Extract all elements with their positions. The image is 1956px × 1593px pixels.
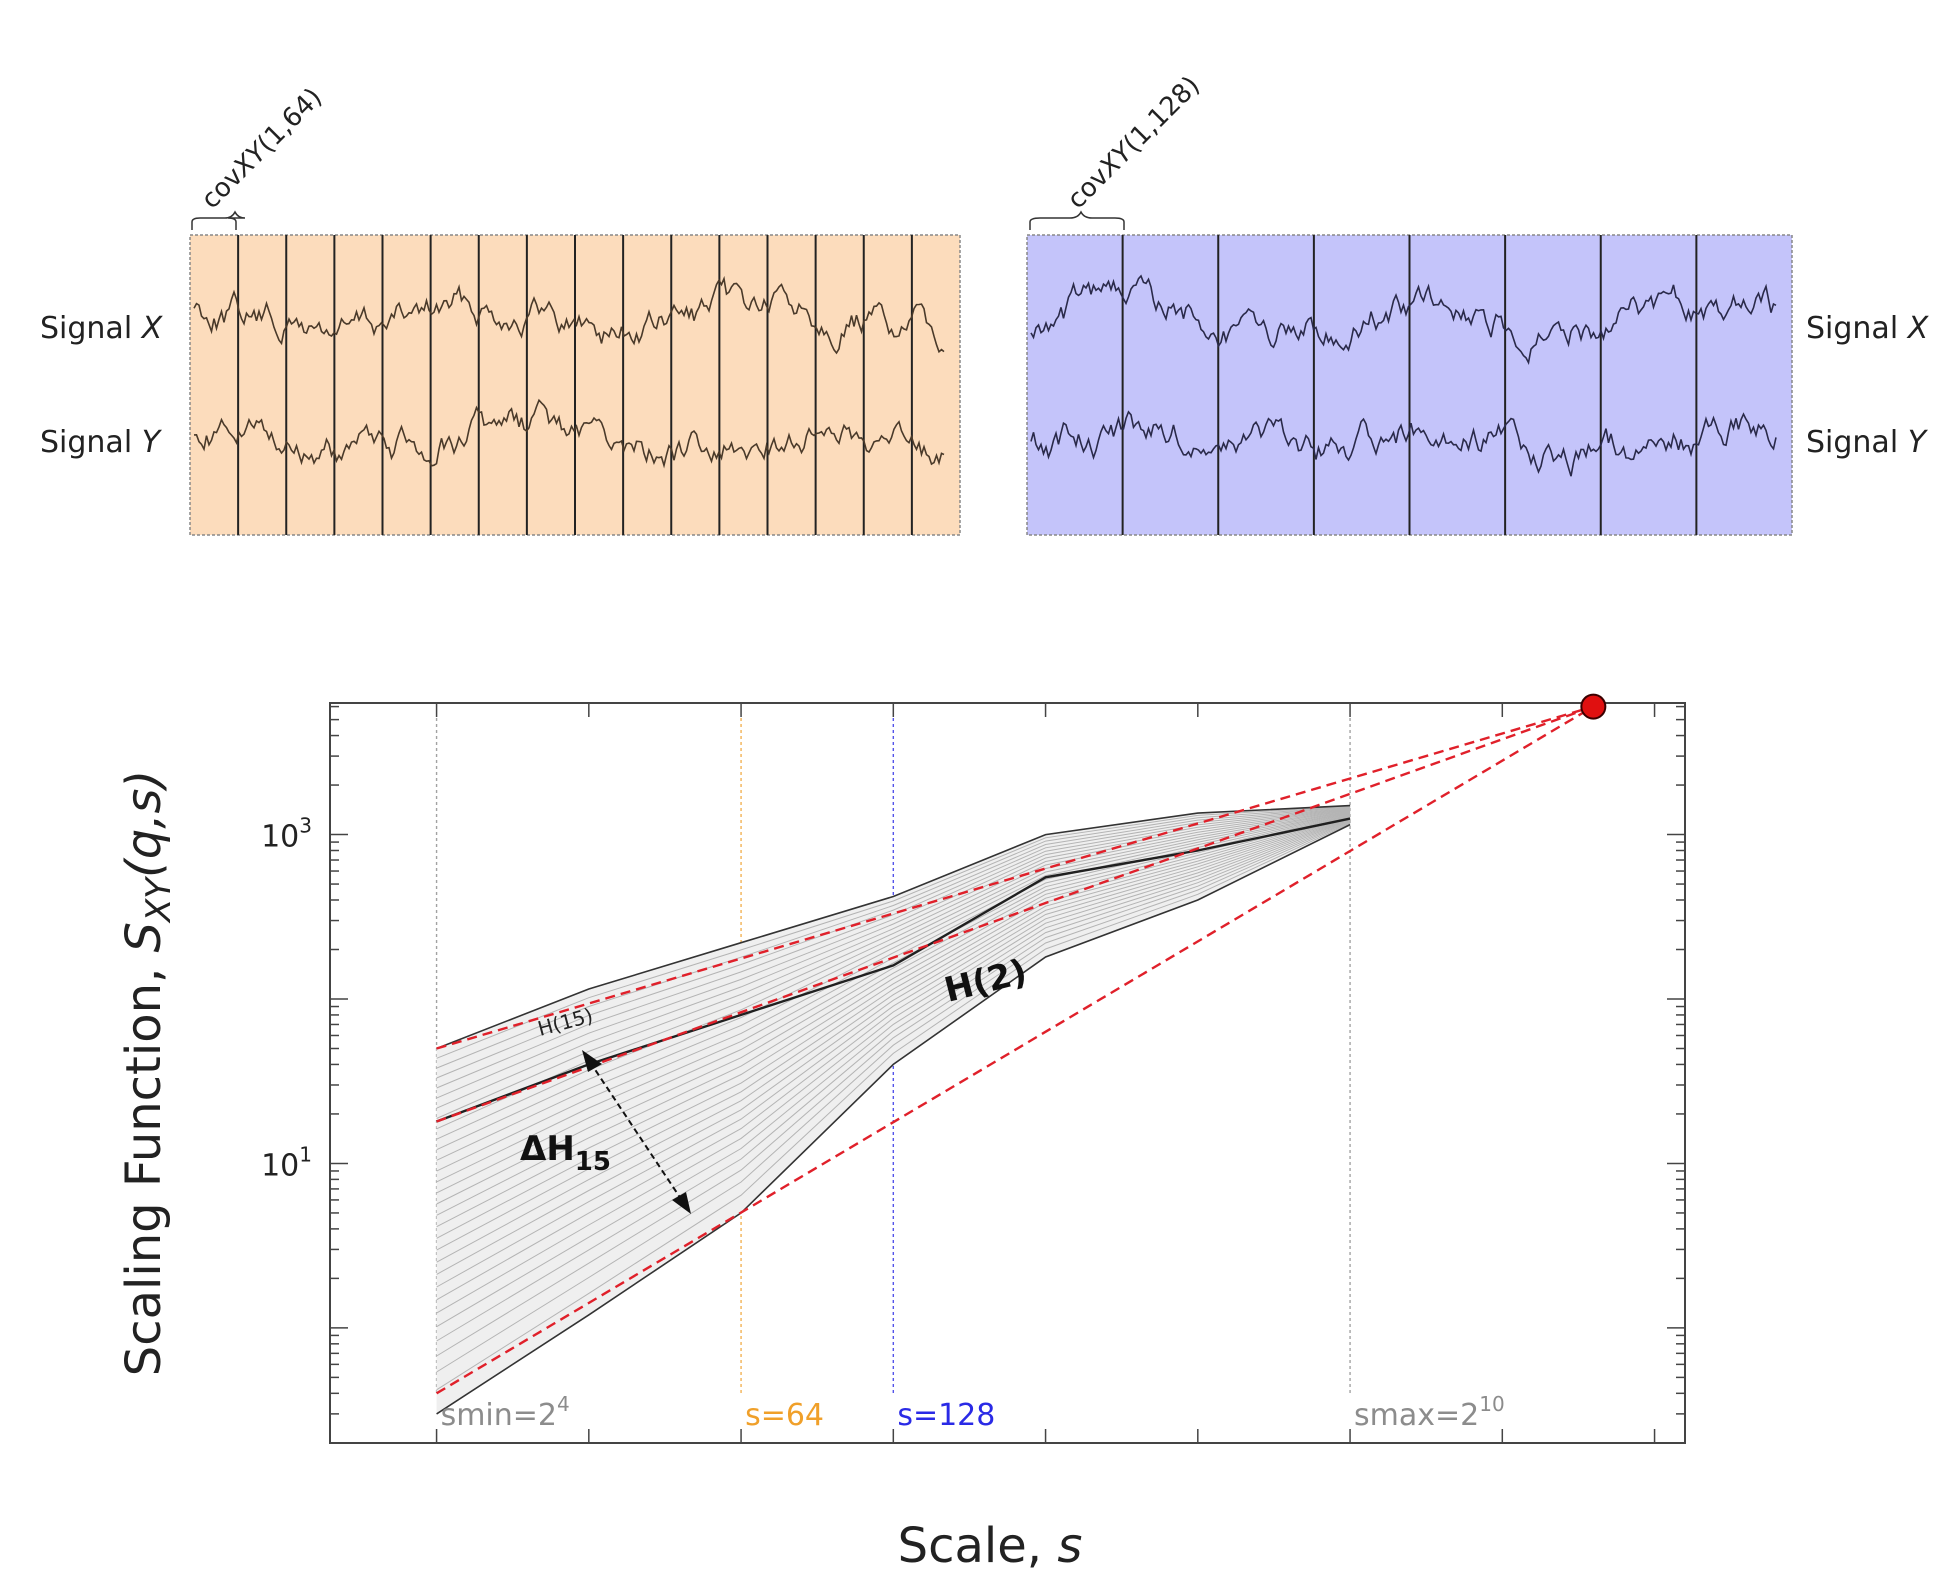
right-segment-dividers [1121, 235, 1698, 535]
curve-hminus15 [436, 823, 1351, 1415]
chart: 103 101 smin=24 s=64 s=128 smax=210 H(15… [116, 693, 1686, 1574]
left-signal-x-label: Signal X [40, 311, 164, 346]
q-curves [436, 805, 1351, 1415]
s128-label: s=128 [897, 1398, 995, 1433]
fit-line [436, 705, 1594, 1050]
left-bracket-label: covXY(1,64) [196, 82, 329, 215]
q-curve [436, 821, 1351, 1373]
q-curve [436, 819, 1351, 1328]
ytick-label-1000: 103 [261, 814, 312, 855]
delta-arrow [582, 1050, 691, 1214]
right-bracket-label: covXY(1,128) [1062, 71, 1206, 215]
q-curve [436, 805, 1351, 1059]
convergence-point [1580, 693, 1607, 720]
fit-lines [435, 705, 1594, 1395]
smin-label: smin=24 [441, 1392, 570, 1433]
q-curve [436, 820, 1351, 1342]
q-curve [436, 815, 1351, 1251]
q-curve [436, 816, 1351, 1263]
annotation-delta-h15: ΔH15 [520, 1129, 611, 1177]
left-segment-dividers [237, 235, 913, 535]
smax-label: smax=210 [1354, 1392, 1505, 1433]
q-curve [436, 817, 1351, 1288]
q-curve-band [436, 805, 1351, 1414]
q-curve [436, 810, 1351, 1161]
q-curve [436, 808, 1351, 1109]
curve-h15 [436, 804, 1351, 1050]
q-curve [436, 814, 1351, 1228]
fit-line [435, 705, 1594, 1395]
q-curve [436, 816, 1351, 1275]
y-axis-label: Scaling Function, SXY(q,s) [116, 770, 179, 1377]
q-curve [436, 815, 1351, 1239]
q-curve [436, 807, 1351, 1089]
left-bracket [191, 210, 246, 230]
q-curve [436, 807, 1351, 1099]
left-signal-y-trace [193, 398, 945, 469]
q-curve [436, 822, 1351, 1391]
q-curve [436, 810, 1351, 1151]
axis-ticks [330, 703, 1685, 1443]
fit-line [436, 705, 1594, 1123]
right-bracket [1029, 210, 1125, 230]
q-curve [436, 818, 1351, 1301]
x-axis-label: Scale, s [898, 1518, 1083, 1574]
q-curve [436, 811, 1351, 1172]
top-right-panel: covXY(1,128) Signal X Signal Y [1026, 71, 1930, 536]
q-curve [436, 813, 1351, 1216]
left-signal-y-label: Signal Y [40, 425, 163, 460]
q-curve [436, 808, 1351, 1119]
q-curve [436, 818, 1351, 1314]
right-signal-y-trace [1030, 410, 1777, 477]
right-signal-x-label: Signal X [1806, 311, 1930, 346]
q-curve [436, 821, 1351, 1357]
right-signal-y-label: Signal Y [1806, 425, 1929, 460]
right-signal-x-trace [1030, 274, 1777, 366]
ytick-label-10: 101 [261, 1142, 312, 1183]
s64-label: s=64 [745, 1398, 824, 1433]
left-signal-x-trace [193, 275, 945, 355]
top-left-panel: covXY(1,64) Signal X Signal Y [40, 82, 961, 536]
q-curve [436, 806, 1351, 1079]
q-curve [436, 806, 1351, 1069]
